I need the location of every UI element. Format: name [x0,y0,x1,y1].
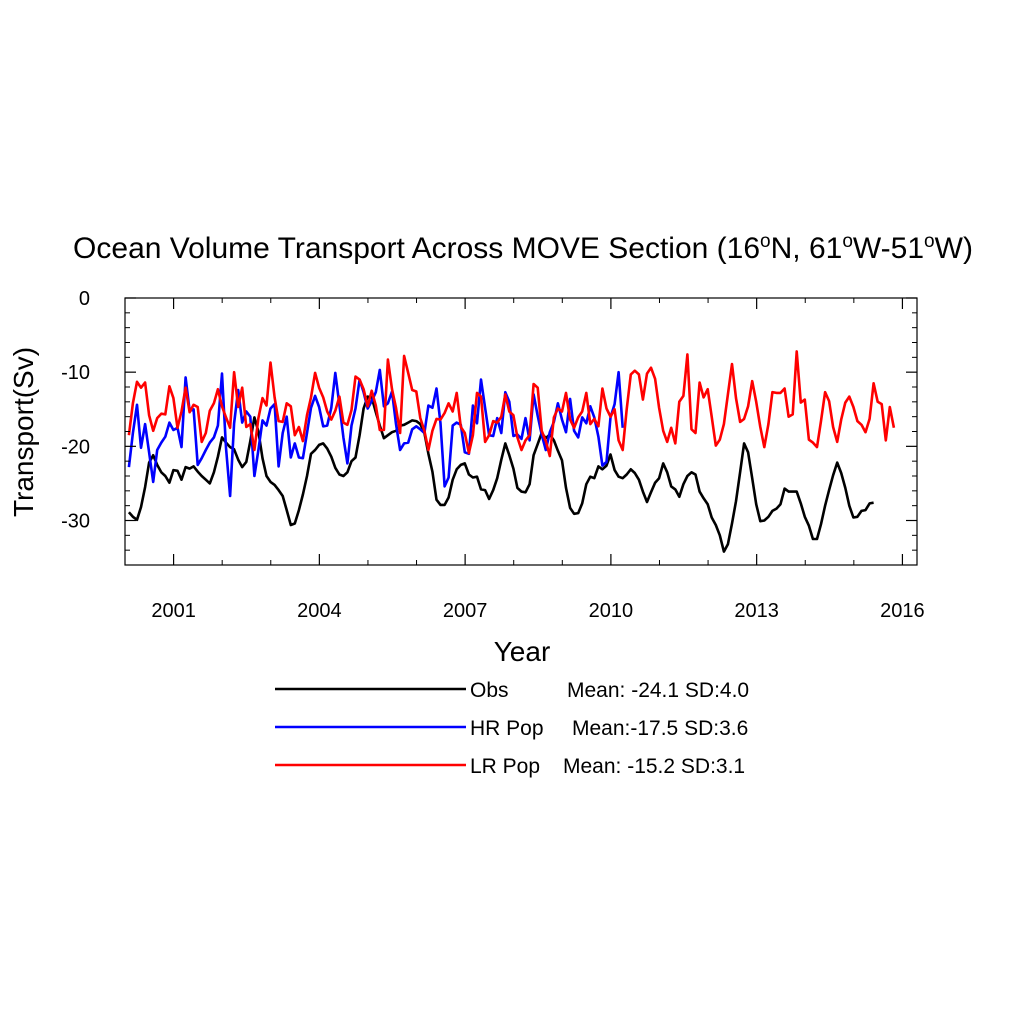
ticks-layer: 2001 2004 2007 2010 2013 2016 0 -10 -20 -30 [61,288,925,622]
legend-label: HR Pop [470,717,544,740]
chart-title: Ocean Volume Transport Across MOVE Secti… [73,231,973,265]
series-line-lr-pop [127,350,896,458]
series-layer [127,350,896,553]
legend-stats: Mean: -15.2 SD:3.1 [563,755,745,778]
x-tick-label: 2007 [443,600,488,622]
legend-label: LR Pop [470,755,540,778]
legend-stats: Mean: -24.1 SD:4.0 [567,679,749,702]
x-tick-label: 2016 [880,600,925,622]
legend-stats: Mean:-17.5 SD:3.6 [572,717,748,740]
x-tick-label: 2013 [734,600,779,622]
x-axis-label: Year [494,636,551,667]
series-line-obs [127,395,874,553]
y-axis-label: Transport(Sv) [8,347,39,517]
plot-frame [124,297,918,566]
y-tick-label: -10 [61,362,90,384]
y-tick-label: -20 [61,436,90,458]
y-tick-label: -30 [61,511,90,533]
x-tick-label: 2001 [151,600,196,622]
x-tick-label: 2010 [589,600,634,622]
y-tick-label: 0 [79,288,90,310]
legend-label: Obs [470,679,509,702]
legend: Obs Mean: -24.1 SD:4.0 HR Pop Mean:-17.5 SD… [275,679,749,778]
x-tick-label: 2004 [297,600,342,622]
